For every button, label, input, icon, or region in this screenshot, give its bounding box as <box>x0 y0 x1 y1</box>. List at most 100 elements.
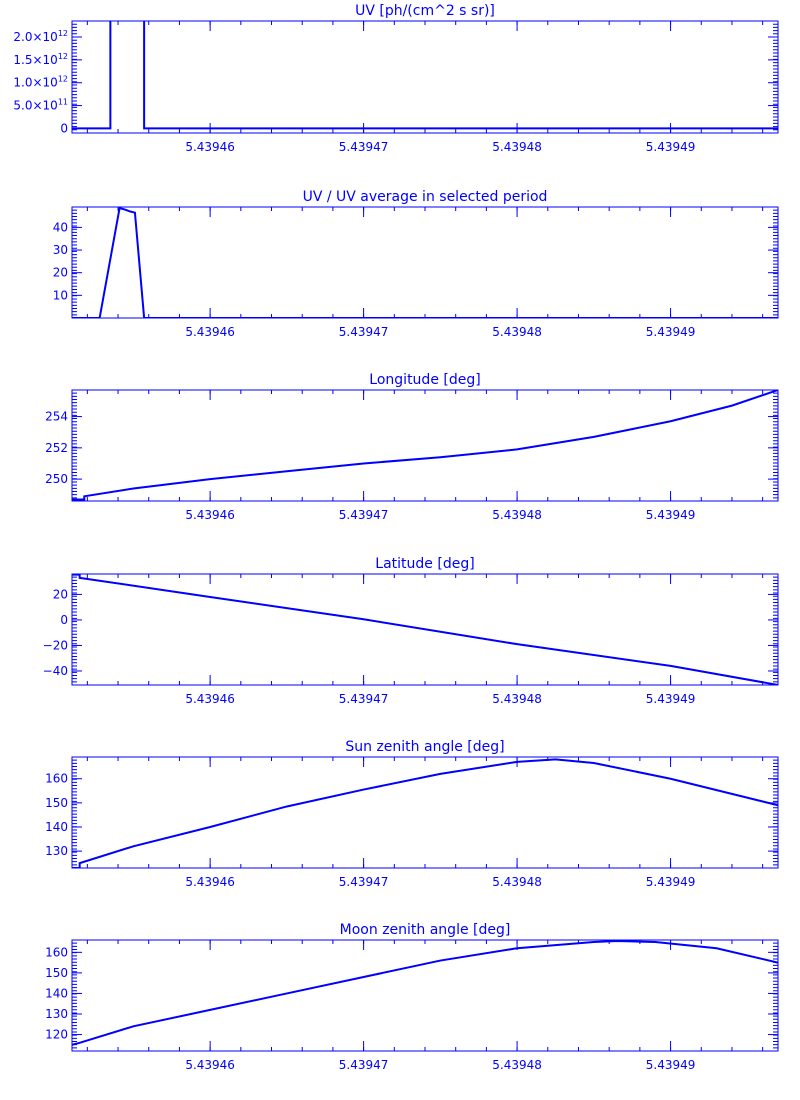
plot-frame <box>71 20 779 134</box>
y-minor-ticks <box>72 23 778 131</box>
y-tick-label: 140 <box>45 986 68 1000</box>
panel-title: Sun zenith angle [deg] <box>345 739 504 755</box>
panel-6: Moon zenith angle [deg] 120 130 140 150 160 5.… <box>45 922 779 1072</box>
y-tick-mantissa: 10 <box>53 288 68 302</box>
x-tick-label: 5.43948 <box>492 508 542 522</box>
y-tick-mantissa: 20 <box>53 587 68 601</box>
y-tick-label: 0 <box>60 121 68 135</box>
panel-5: Sun zenith angle [deg] 130 140 150 160 5.4394… <box>45 739 779 889</box>
y-tick-label: 5.0×1011 <box>13 98 68 113</box>
panel-4: Latitude [deg] −40 −20 0 20 5.43946 5.43947 5.4… <box>43 556 779 706</box>
y-tick-mantissa: 130 <box>45 1007 68 1021</box>
x-tick-label: 5.43946 <box>185 875 235 889</box>
series-line <box>72 21 778 130</box>
x-tick-label: 5.43946 <box>185 692 235 706</box>
y-tick-label: 2.0×1012 <box>13 29 68 44</box>
panel-1: UV [ph/(cm^2 s sr)]05.0×10111.0×10121.5×… <box>13 3 779 154</box>
x-tick-label: 5.43946 <box>185 508 235 522</box>
y-tick-mantissa: 0 <box>60 121 68 135</box>
y-minor-ticks <box>72 392 778 499</box>
y-tick-label: 254 <box>45 410 68 424</box>
series-line <box>72 940 778 1046</box>
panel-title: UV [ph/(cm^2 s sr)] <box>355 3 495 19</box>
x-tick-label: 5.43947 <box>339 325 389 339</box>
x-minor-ticks <box>86 207 764 318</box>
x-tick-label: 5.43949 <box>646 692 696 706</box>
y-tick-mantissa: 1.0×10 <box>13 76 57 90</box>
x-minor-ticks <box>86 940 764 1051</box>
y-tick-mantissa: 20 <box>53 266 68 280</box>
plot-frame <box>71 389 779 502</box>
x-tick-label: 5.43948 <box>492 875 542 889</box>
y-tick-label: 1.0×1012 <box>13 75 68 90</box>
y-tick-mantissa: 120 <box>45 1028 68 1042</box>
y-tick-label: 20 <box>53 266 68 280</box>
x-tick-label: 5.43947 <box>339 692 389 706</box>
x-tick-label: 5.43949 <box>646 1058 696 1072</box>
y-minor-ticks <box>72 942 778 1049</box>
x-minor-ticks <box>86 390 764 501</box>
y-tick-label: 10 <box>53 288 68 302</box>
plot-frame <box>71 756 779 869</box>
y-tick-mantissa: 130 <box>45 844 68 858</box>
y-tick-mantissa: 160 <box>45 945 68 959</box>
x-tick-label: 5.43946 <box>185 325 235 339</box>
panel-title: Longitude [deg] <box>369 372 480 388</box>
y-tick-label: 250 <box>45 472 68 486</box>
x-tick-label: 5.43947 <box>339 1058 389 1072</box>
y-tick-label: 30 <box>53 243 68 257</box>
y-minor-ticks <box>72 209 778 316</box>
y-tick-mantissa: 254 <box>45 410 68 424</box>
series-line <box>72 574 778 685</box>
x-tick-label: 5.43949 <box>646 325 696 339</box>
y-tick-mantissa: 30 <box>53 243 68 257</box>
y-tick-mantissa: 252 <box>45 441 68 455</box>
y-tick-exponent: 11 <box>58 98 68 107</box>
y-tick-mantissa: 1.5×10 <box>13 53 57 67</box>
x-tick-label: 5.43947 <box>339 508 389 522</box>
x-minor-ticks <box>86 21 764 133</box>
y-tick-mantissa: 150 <box>45 966 68 980</box>
x-tick-label: 5.43947 <box>339 140 389 154</box>
panel-title: Latitude [deg] <box>375 556 474 572</box>
y-tick-mantissa: 160 <box>45 772 68 786</box>
x-tick-label: 5.43946 <box>185 140 235 154</box>
y-tick-exponent: 12 <box>58 75 68 84</box>
x-minor-ticks <box>86 574 764 685</box>
y-tick-mantissa: 250 <box>45 472 68 486</box>
y-tick-label: 160 <box>45 772 68 786</box>
panel-title: UV / UV average in selected period <box>303 189 548 205</box>
x-tick-label: 5.43947 <box>339 875 389 889</box>
y-tick-mantissa: −20 <box>43 638 68 652</box>
x-tick-label: 5.43948 <box>492 692 542 706</box>
y-tick-label: 20 <box>53 587 68 601</box>
series-line <box>72 390 778 501</box>
x-tick-label: 5.43948 <box>492 1058 542 1072</box>
y-tick-label: 252 <box>45 441 68 455</box>
series-line <box>72 758 778 868</box>
y-tick-mantissa: −40 <box>43 664 68 678</box>
series-line <box>72 207 778 318</box>
panel-title: Moon zenith angle [deg] <box>340 922 511 938</box>
y-tick-label: 140 <box>45 820 68 834</box>
y-tick-exponent: 12 <box>58 52 68 61</box>
x-tick-label: 5.43949 <box>646 875 696 889</box>
y-tick-label: 160 <box>45 945 68 959</box>
y-minor-ticks <box>72 576 778 683</box>
y-tick-label: 150 <box>45 966 68 980</box>
y-tick-label: 1.5×1012 <box>13 52 68 67</box>
y-tick-mantissa: 5.0×10 <box>13 99 57 113</box>
y-tick-label: −40 <box>43 664 68 678</box>
y-tick-label: −20 <box>43 638 68 652</box>
plot-frame <box>71 573 779 686</box>
y-tick-label: 130 <box>45 844 68 858</box>
y-tick-mantissa: 140 <box>45 820 68 834</box>
x-tick-label: 5.43948 <box>492 325 542 339</box>
x-tick-label: 5.43949 <box>646 508 696 522</box>
x-tick-label: 5.43948 <box>492 140 542 154</box>
y-tick-label: 120 <box>45 1028 68 1042</box>
y-tick-label: 150 <box>45 796 68 810</box>
plot-frame <box>71 939 779 1052</box>
y-minor-ticks <box>72 759 778 866</box>
